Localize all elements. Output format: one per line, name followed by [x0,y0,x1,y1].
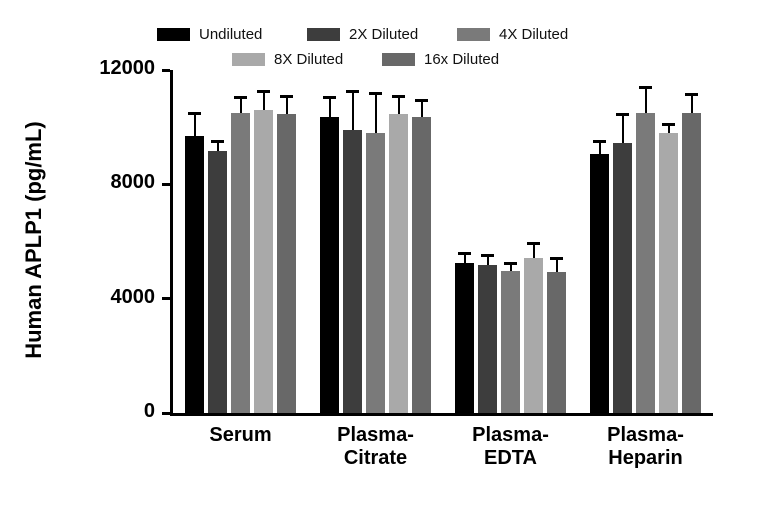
error-bar-cap [616,113,629,117]
error-bar-cap [662,123,675,127]
error-bar-cap [392,94,405,98]
bar-16x-diluted-plasma-edta [547,272,566,413]
y-axis-tick-label: 4000 [110,285,156,308]
legend-item-undiluted: Undiluted [157,26,307,43]
legend-item-16x-diluted: 16x Diluted [382,51,532,68]
error-bar [598,141,601,155]
error-bar-cap [346,90,359,94]
y-axis-title: Human APLP1 (pg/mL) [21,121,46,359]
error-bar [621,114,624,143]
error-bar [644,87,647,113]
bar-8x-diluted-serum [254,110,273,413]
error-bar-cap [593,140,606,144]
legend-label-2x-diluted: 2X Diluted [349,26,419,43]
y-axis-tick [162,297,170,301]
error-bar-cap [685,93,698,97]
bar-16x-diluted-plasma-citrate [412,117,431,413]
error-bar [239,97,242,113]
bar-4x-diluted-plasma-heparin [636,112,655,413]
legend-item-2x-diluted: 2X Diluted [307,26,457,43]
error-bar-cap [504,261,517,265]
error-bar-cap [458,251,471,255]
x-axis-label-plasma-edta: Plasma- EDTA [472,424,549,469]
error-bar [351,91,354,131]
error-bar-cap [280,94,293,98]
plot-area: 0 4000 8000 12000 Serum Plasma- Citrate Plasma… [99,57,713,469]
error-bar [420,100,423,118]
bar-4x-diluted-serum [231,112,250,413]
legend-label-16x-diluted: 16x Diluted [424,51,500,68]
error-bar-cap [415,99,428,102]
legend-swatch-2x-diluted [307,28,340,41]
error-bar [262,91,265,111]
bar-2x-diluted-serum [208,151,227,413]
error-bar [509,262,512,271]
x-axis-label-serum: Serum [209,424,272,446]
legend-swatch-8x-diluted [232,53,265,66]
error-bar [397,95,400,115]
y-axis-tick [162,411,170,415]
error-bar [690,94,693,113]
error-bar-cap [323,96,336,100]
x-axis-label-plasma-citrate: Plasma- Citrate [337,424,414,469]
bar-undiluted-plasma-citrate [320,117,339,413]
error-bar-cap [188,111,201,115]
legend-label-4x-diluted: 4X Diluted [499,26,569,43]
x-axis-label-plasma-heparin: Plasma- Heparin [607,424,684,469]
error-bar [463,252,466,263]
error-bar [328,97,331,118]
y-axis-tick [162,68,170,72]
y-axis-tick-label: 0 [143,400,155,422]
bar-2x-diluted-plasma-heparin [613,142,632,413]
legend-label-undiluted: Undiluted [199,26,263,43]
error-bar [486,254,489,265]
bar-2x-diluted-plasma-edta [478,264,497,413]
legend-swatch-undiluted [157,28,190,41]
error-bar-cap [234,96,247,100]
y-axis-tick [162,182,170,186]
bar-4x-diluted-plasma-citrate [366,132,385,413]
bar-undiluted-plasma-edta [455,262,474,413]
error-bar [216,141,219,152]
y-axis-tick-label: 12000 [99,57,155,79]
error-bar-cap [550,257,563,261]
bar-undiluted-plasma-heparin [590,154,609,413]
error-bar [555,258,558,273]
error-bar-cap [369,91,382,95]
error-bar [285,95,288,115]
error-bar-cap [257,90,270,94]
error-bar [193,112,196,136]
error-bar [374,92,377,133]
bar-8x-diluted-plasma-heparin [659,132,678,413]
bar-2x-diluted-plasma-citrate [343,130,362,413]
legend-swatch-4x-diluted [457,28,490,41]
error-bar-cap [481,253,494,257]
bar-8x-diluted-plasma-edta [524,258,543,413]
legend-swatch-16x-diluted [382,53,415,66]
error-bar [667,124,670,133]
bar-8x-diluted-plasma-citrate [389,114,408,413]
error-bar-cap [527,242,540,246]
error-bar [532,243,535,259]
bar-16x-diluted-serum [277,114,296,413]
legend-label-8x-diluted: 8X Diluted [274,51,344,68]
bar-4x-diluted-plasma-edta [501,270,520,413]
bar-16x-diluted-plasma-heparin [682,112,701,413]
bar-undiluted-serum [185,135,204,413]
error-bar-cap [211,140,224,144]
legend-item-4x-diluted: 4X Diluted [457,26,607,43]
y-axis-tick-label: 8000 [110,171,156,194]
error-bar-cap [639,86,652,90]
legend-item-8x-diluted: 8X Diluted [232,51,382,68]
chart-legend: Undiluted 2X Diluted 4X Diluted 8X Diluted 1… [142,26,622,68]
